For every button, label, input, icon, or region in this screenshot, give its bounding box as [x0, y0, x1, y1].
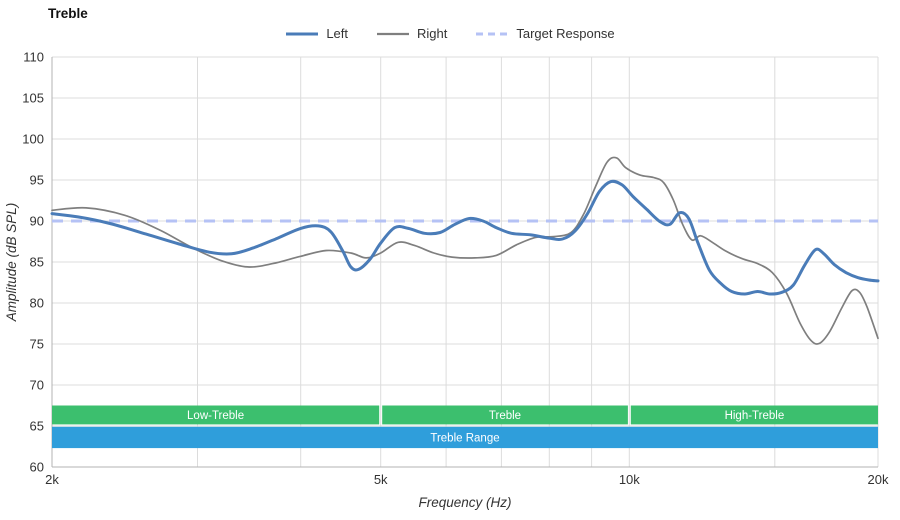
- legend-item-right[interactable]: Right: [376, 26, 447, 41]
- legend-label: Right: [417, 26, 448, 41]
- y-tick-label: 80: [30, 296, 44, 311]
- x-tick-label: 5k: [374, 472, 388, 487]
- y-tick-label: 100: [22, 132, 44, 147]
- band-label: High-Treble: [725, 410, 785, 422]
- legend-label: Target Response: [516, 26, 615, 41]
- band-treble: Treble: [382, 405, 628, 425]
- y-tick-label: 60: [30, 460, 44, 475]
- curve-right: [51, 156, 879, 345]
- y-tick-label: 105: [22, 91, 44, 106]
- band-label: Treble Range: [430, 433, 499, 445]
- x-tick-label: 10k: [619, 472, 640, 487]
- x-axis-labels: 2k 5k 10k 20k: [45, 472, 889, 487]
- band-high-treble: High-Treble: [630, 405, 878, 425]
- band-label: Low-Treble: [187, 410, 244, 422]
- legend-swatch-right: [377, 32, 410, 35]
- y-tick-label: 85: [30, 255, 44, 270]
- legend-swatch-left: [286, 32, 319, 35]
- legend-swatch-target-response: [476, 32, 509, 35]
- band-label: Treble: [489, 410, 521, 422]
- legend: Left Right Target Response: [0, 26, 900, 41]
- curve-left: [50, 179, 880, 296]
- chart-title: Treble: [48, 6, 88, 21]
- legend-label: Left: [326, 26, 349, 41]
- band-treble-range: Treble Range: [52, 426, 878, 449]
- y-axis-title: Amplitude (dB SPL): [4, 203, 19, 323]
- y-tick-label: 75: [30, 337, 44, 352]
- x-tick-label: 20k: [868, 472, 889, 487]
- y-tick-label: 110: [23, 50, 44, 65]
- y-tick-label: 95: [30, 173, 44, 188]
- axes: [51, 57, 878, 468]
- band-low-treble: Low-Treble: [52, 405, 380, 425]
- legend-item-left[interactable]: Left: [285, 26, 348, 41]
- y-tick-label: 90: [30, 214, 44, 229]
- y-tick-label: 70: [30, 378, 44, 393]
- y-tick-label: 65: [30, 419, 44, 434]
- y-axis-labels: 60 65 70 75 80 85 90 95 100 105 110: [22, 50, 44, 475]
- x-tick-label: 2k: [45, 472, 59, 487]
- legend-item-target-response[interactable]: Target Response: [475, 26, 615, 41]
- x-axis-title: Frequency (Hz): [418, 495, 511, 510]
